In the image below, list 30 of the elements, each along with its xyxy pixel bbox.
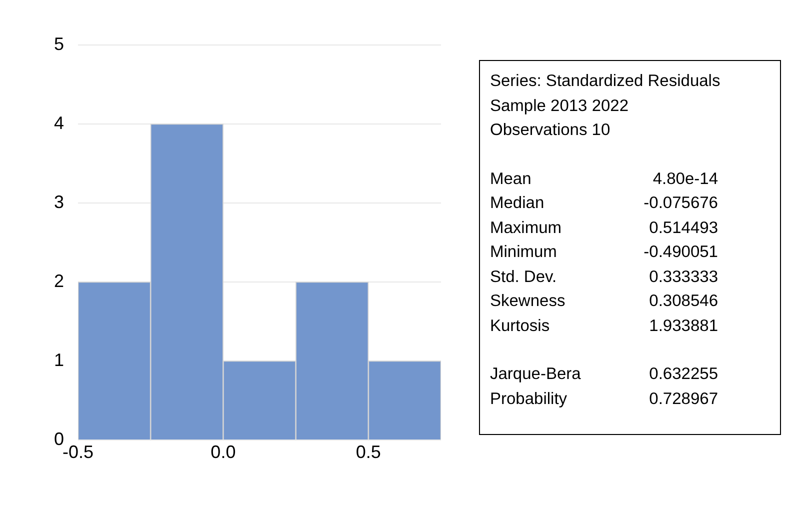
y-tick-label: 1 bbox=[54, 350, 64, 370]
text: Series: Standardized Residuals bbox=[490, 71, 722, 92]
x-tick-label: -0.5 bbox=[62, 442, 94, 462]
text: 0.333333 bbox=[648, 266, 718, 288]
text: 0.514493 bbox=[648, 218, 718, 238]
text: -0.075676 bbox=[642, 193, 718, 214]
y-tick-label: 0 bbox=[54, 428, 64, 449]
text: Mean bbox=[490, 168, 532, 190]
text: -0.490051 bbox=[642, 242, 718, 263]
text: Std. Dev. bbox=[490, 266, 558, 288]
x-tick-label: 0.0 bbox=[210, 442, 236, 462]
text: Maximum bbox=[490, 218, 563, 238]
text: Median bbox=[490, 193, 546, 214]
text: 0.308546 bbox=[648, 291, 718, 312]
text: 4.80e-14 bbox=[652, 168, 718, 190]
text: Minimum bbox=[490, 242, 558, 263]
y-tick-label: 4 bbox=[54, 112, 64, 133]
text: 0.632255 bbox=[648, 364, 718, 385]
text: Probability bbox=[490, 388, 568, 410]
text: Skewness bbox=[490, 291, 566, 312]
y-tick-label: 2 bbox=[54, 270, 64, 291]
text: 0.728967 bbox=[648, 388, 718, 410]
x-tick-label: 0.5 bbox=[356, 442, 381, 462]
text: Jarque-Bera bbox=[490, 364, 582, 385]
text: 1.933881 bbox=[648, 316, 718, 336]
y-tick-label: 5 bbox=[54, 34, 64, 54]
text: Observations 10 bbox=[490, 120, 612, 141]
text: Kurtosis bbox=[490, 316, 551, 336]
y-tick-label: 3 bbox=[54, 192, 64, 212]
text: Sample 2013 2022 bbox=[490, 96, 630, 116]
